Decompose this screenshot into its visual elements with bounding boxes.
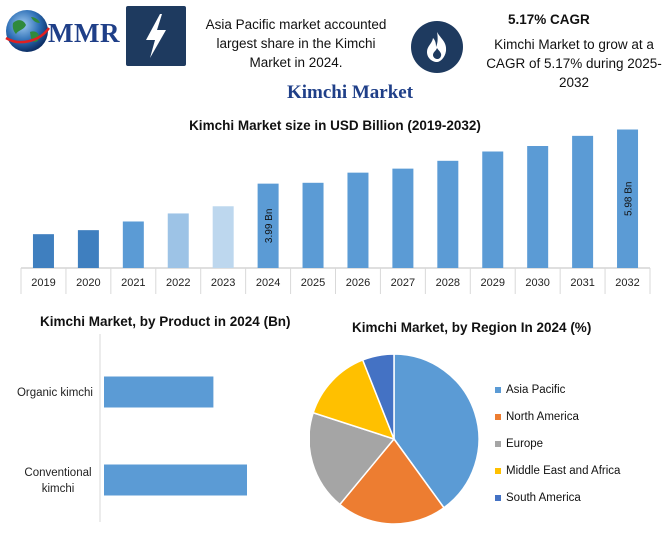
x-tick-label-2029: 2029 xyxy=(481,277,505,289)
market-size-chart-title: Kimchi Market size in USD Billion (2019-… xyxy=(189,118,481,133)
x-tick-label-2020: 2020 xyxy=(76,277,100,289)
pie-slice-north-america xyxy=(338,437,446,525)
fact-asia-pacific: Asia Pacific market accounted largest sh… xyxy=(205,17,387,70)
legend-item: Europe xyxy=(495,430,620,457)
bar-conventional-kimchi xyxy=(104,464,247,496)
legend-label: Asia Pacific xyxy=(506,383,566,396)
pie-slice-south-america xyxy=(361,353,395,440)
y-tick-label: Organic kimchi xyxy=(17,387,93,399)
cagr-title: 5.17% CAGR xyxy=(508,12,590,27)
flame-icon xyxy=(411,21,463,73)
globe-icon xyxy=(5,10,50,52)
data-label-2024: 3.99 Bn xyxy=(264,209,275,243)
x-tick-label-2030: 2030 xyxy=(525,277,549,289)
bar-2032 xyxy=(617,129,639,268)
bar-2023 xyxy=(212,206,234,268)
bar-2027 xyxy=(392,168,414,268)
x-tick-label-2028: 2028 xyxy=(436,277,460,289)
legend-label: Europe xyxy=(506,437,544,450)
legend-item: Middle East and Africa xyxy=(495,457,620,484)
fact-cagr: Kimchi Market to grow at a CAGR of 5.17%… xyxy=(486,37,662,90)
legend-label: North America xyxy=(506,410,579,423)
y-tick-label: Conventional xyxy=(24,467,91,479)
bar-2029 xyxy=(482,151,504,268)
market-size-chart: 2019 2020 2021 2022 2023 2024 2025 2026 2027 2028… xyxy=(20,129,651,294)
bar-2024 xyxy=(257,183,279,268)
page-title: Kimchi Market xyxy=(286,82,414,103)
pie-slice-asia-pacific xyxy=(393,353,480,509)
bar-2019 xyxy=(32,234,54,268)
bar-organic-kimchi xyxy=(104,376,214,408)
bar-2021 xyxy=(122,221,144,268)
x-tick-label-2032: 2032 xyxy=(615,277,639,289)
bar-2030 xyxy=(527,146,549,268)
bar-2020 xyxy=(77,230,99,268)
legend-swatch xyxy=(495,386,501,393)
x-tick-label-2019: 2019 xyxy=(31,277,55,289)
x-tick-label-2026: 2026 xyxy=(346,277,370,289)
region-legend: Asia Pacific North America Europe Middle Ea… xyxy=(495,376,620,511)
x-tick-label-2027: 2027 xyxy=(391,277,415,289)
pie-slice-europe xyxy=(310,411,396,506)
region-pie-chart xyxy=(310,353,480,525)
legend-item: South America xyxy=(495,484,620,511)
bar-2025 xyxy=(302,182,324,268)
legend-item: Asia Pacific xyxy=(495,376,620,403)
data-label-2032: 5.98 Bn xyxy=(624,182,635,216)
mmr-logo: MMR xyxy=(4,6,124,62)
legend-swatch xyxy=(495,413,501,420)
product-chart: Organic kimchi Conventional kimchi xyxy=(17,334,247,522)
legend-swatch xyxy=(495,494,501,501)
region-chart-title: Kimchi Market, by Region In 2024 (%) xyxy=(352,320,592,335)
x-tick-label-2024: 2024 xyxy=(256,277,280,289)
y-tick-label: kimchi xyxy=(42,483,75,495)
bar-2028 xyxy=(437,160,459,268)
logo-text: MMR xyxy=(48,18,120,48)
bar-2031 xyxy=(572,135,594,268)
legend-swatch xyxy=(495,467,501,474)
x-tick-label-2023: 2023 xyxy=(211,277,235,289)
legend-swatch xyxy=(495,440,501,447)
x-tick-label-2025: 2025 xyxy=(301,277,325,289)
legend-label: Middle East and Africa xyxy=(506,464,621,477)
x-tick-label-2022: 2022 xyxy=(166,277,190,289)
bar-2022 xyxy=(167,213,189,268)
legend-item: North America xyxy=(495,403,620,430)
x-tick-label-2021: 2021 xyxy=(121,277,145,289)
lightning-icon xyxy=(126,6,186,66)
legend-label: South America xyxy=(506,491,581,504)
product-chart-title: Kimchi Market, by Product in 2024 (Bn) xyxy=(40,314,291,329)
bar-2026 xyxy=(347,172,369,268)
pie-slice-middle-east-and-africa xyxy=(312,358,396,441)
x-tick-label-2031: 2031 xyxy=(570,277,594,289)
